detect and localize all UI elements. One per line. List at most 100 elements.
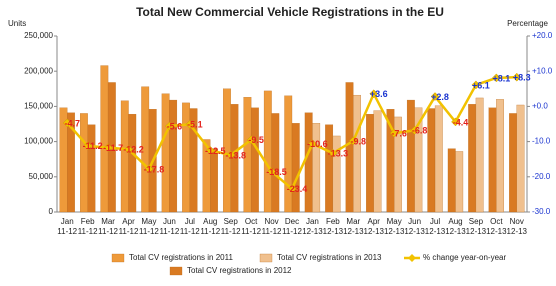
x-tick-label: Jan [61,217,74,226]
data-label: -5.1 [187,120,203,130]
y-tick-label: 0 [49,207,54,216]
bar [366,113,374,213]
x-tick-label: 11-12 [57,227,77,236]
line-marker [410,125,419,135]
x-tick-label: Oct [490,217,503,226]
bar [509,113,517,213]
line-marker [348,136,358,146]
line-marker [491,73,501,83]
x-tick-label: 12-13 [507,227,528,236]
bar [427,108,436,213]
x-tick-label: 12-13 [384,227,405,236]
legend-swatch [259,253,273,263]
data-label: +3.6 [370,89,388,99]
y-tick-label: 100,000 [24,137,53,146]
bar [414,107,423,213]
data-label: -17.8 [144,164,165,174]
data-label: -9.5 [248,135,264,145]
data-label: +8.1 [492,73,510,83]
x-tick-label: Mar [101,217,115,226]
bar [284,95,293,213]
x-tick-label: 12-13 [466,227,487,236]
line-marker [369,89,379,99]
x-tick-label: Jan [306,217,319,226]
line-marker [471,80,481,90]
bar [488,107,497,213]
x-tick-label: Jul [185,217,195,226]
x-tick-label: 11-12 [200,227,220,236]
data-label: -5.6 [167,121,183,131]
x-tick-label: Oct [245,217,258,226]
y-tick-label: 200,000 [24,66,53,75]
x-tick-label: 12-13 [343,227,364,236]
legend-label: % change year-on-year [423,253,506,262]
data-label: -7.6 [391,129,407,139]
data-label: -11.2 [83,141,103,151]
data-label: -10.6 [307,139,328,149]
line-marker [512,72,522,82]
x-tick-label: 11-12 [159,227,179,236]
line-marker [308,139,317,149]
line-marker [389,128,399,138]
bar [291,123,300,213]
bar [394,116,402,213]
data-label: -11.7 [103,143,123,153]
x-tick-label: 11-12 [139,227,159,236]
y-tick-label: 250,000 [24,31,53,40]
data-label: -4.7 [64,118,80,128]
legend-swatch [408,254,416,262]
line-marker [165,121,174,131]
y2-tick-label: -20.0 [532,172,551,181]
bar [87,124,96,213]
bar [345,82,354,213]
y2-axis-label: Percentage [507,19,548,28]
legend-swatch [169,266,183,276]
x-tick-label: 12-13 [425,227,446,236]
x-tick-label: 11-12 [98,227,118,236]
line-marker [246,135,256,145]
line-marker [451,117,460,127]
line-marker [144,164,154,174]
x-tick-label: 11-12 [262,227,282,236]
x-tick-label: 11-12 [78,227,98,236]
data-label: -9.8 [351,136,367,146]
bar [312,123,321,213]
chart-title: Total New Commercial Vehicle Registratio… [136,5,444,19]
data-label: -13.3 [328,149,349,159]
x-tick-label: 12-13 [364,227,385,236]
data-label: +8.3 [513,73,531,83]
bar [67,112,75,213]
bar [516,104,525,213]
bar [250,107,259,213]
x-tick-label: Sep [224,217,239,226]
bar [304,112,313,213]
x-tick-label: Aug [448,217,462,226]
bar [189,108,198,213]
bar [373,110,382,213]
y2-tick-label: +20.0 [532,31,553,40]
x-tick-label: May [387,217,402,226]
bar [455,151,464,213]
x-tick-label: 11-12 [119,227,139,236]
x-tick-label: Nov [264,217,278,226]
line-marker [62,118,72,128]
x-tick-label: Nov [510,217,524,226]
x-tick-label: Dec [285,217,299,226]
line-marker [287,184,297,194]
line-marker [430,92,440,101]
x-tick-label: Jul [430,217,440,226]
bar [80,113,88,213]
bar [271,113,280,213]
bar [406,99,415,213]
x-tick-label: Mar [346,217,360,226]
legend-swatch [111,253,125,263]
bar [353,94,361,213]
line-marker [83,141,93,151]
data-label: -6.8 [412,126,428,136]
data-label: -12.5 [205,146,226,156]
line-marker [124,144,133,154]
line-marker [205,146,215,155]
x-tick-label: Jun [163,217,176,226]
x-tick-label: Feb [326,217,340,226]
